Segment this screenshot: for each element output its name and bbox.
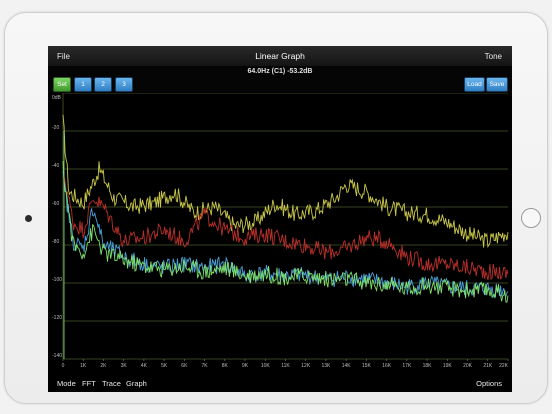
x-tick-label: 1K: [80, 363, 87, 369]
y-tick-label: -100: [52, 277, 62, 283]
tablet-frame: File Linear Graph Tone 64.0Hz (C1) -53.2…: [4, 12, 548, 404]
x-tick-label: 19K: [443, 363, 453, 369]
series-line-yellow: [62, 114, 509, 249]
x-tick-label: 13K: [322, 363, 332, 369]
x-tick-label: 4K: [141, 363, 148, 369]
x-tick-label: 2K: [100, 363, 107, 369]
y-tick-label: -140: [52, 353, 62, 359]
y-tick-label: -40: [52, 163, 59, 169]
cursor-readout: 64.0Hz (C1) -53.2dB: [247, 68, 313, 75]
y-unit-label: 0dB: [52, 95, 62, 101]
x-tick-label: 17K: [402, 363, 412, 369]
x-tick-label: 9K: [242, 363, 249, 369]
mode-button[interactable]: Mode: [57, 379, 76, 388]
trace-2-button[interactable]: 2: [94, 77, 112, 92]
title-bar: File Linear Graph Tone: [48, 46, 512, 66]
fft-button[interactable]: FFT: [82, 379, 96, 388]
tone-menu[interactable]: Tone: [484, 52, 502, 61]
options-button[interactable]: Options: [476, 379, 502, 388]
trace-1-button[interactable]: 1: [74, 77, 92, 92]
home-button[interactable]: [521, 208, 541, 228]
front-camera: [25, 215, 32, 222]
series-line-blue: [62, 170, 509, 299]
y-tick-label: -20: [52, 125, 59, 131]
load-button[interactable]: Load: [464, 77, 485, 92]
x-tick-label: 18K: [423, 363, 433, 369]
x-tick-label: 5K: [161, 363, 168, 369]
graph-button[interactable]: Graph: [126, 379, 147, 388]
bottom-bar: Mode FFT Trace Graph Options: [48, 373, 512, 392]
x-tick-label: 8K: [222, 363, 229, 369]
x-tick-label: 12K: [301, 363, 311, 369]
page-title: Linear Graph: [255, 51, 305, 61]
x-tick-label: 0: [62, 363, 65, 369]
x-tick-label: 7K: [202, 363, 209, 369]
series-line-green: [62, 160, 509, 303]
x-tick-label: 15K: [362, 363, 372, 369]
x-tick-label: 3K: [121, 363, 128, 369]
x-tick-label: 16K: [382, 363, 392, 369]
x-tick-label: 21K: [483, 363, 493, 369]
set-button[interactable]: Set: [53, 77, 71, 92]
trace-button[interactable]: Trace: [102, 379, 121, 388]
x-tick-label: 6K: [181, 363, 188, 369]
x-tick-label: 11K: [281, 363, 290, 369]
series-line-red: [62, 161, 509, 281]
save-button[interactable]: Save: [486, 77, 508, 92]
y-tick-label: -120: [52, 315, 62, 321]
y-tick-label: -60: [52, 201, 59, 207]
x-tick-label: 14K: [342, 363, 352, 369]
file-menu[interactable]: File: [57, 52, 70, 61]
x-tick-label: 22K: [499, 363, 509, 369]
trace-3-button[interactable]: 3: [115, 77, 133, 92]
x-tick-label: 10K: [261, 363, 271, 369]
app-screen: File Linear Graph Tone 64.0Hz (C1) -53.2…: [48, 46, 512, 392]
x-tick-label: 20K: [463, 363, 473, 369]
y-tick-label: -80: [52, 239, 59, 245]
toolbar: 64.0Hz (C1) -53.2dB Set 1 2 3 Load Save: [48, 66, 512, 93]
